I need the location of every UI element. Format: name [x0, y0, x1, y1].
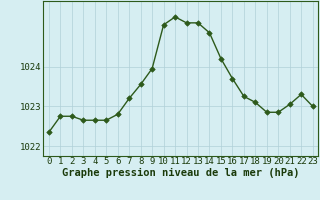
X-axis label: Graphe pression niveau de la mer (hPa): Graphe pression niveau de la mer (hPa) — [62, 168, 300, 178]
